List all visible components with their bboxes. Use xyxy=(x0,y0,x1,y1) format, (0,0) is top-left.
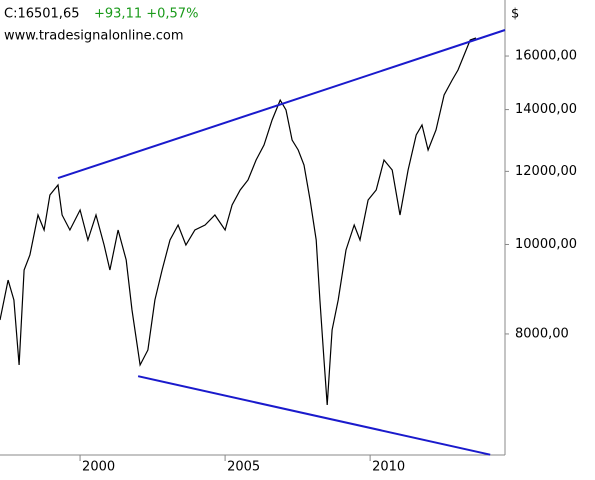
change: +93,11 +0,57% xyxy=(94,7,198,22)
y-tick-label: 10000,00 xyxy=(515,237,577,252)
series-line xyxy=(0,37,477,406)
source: www.tradesignalonline.com xyxy=(4,29,184,44)
series-line xyxy=(57,29,506,180)
series-line xyxy=(137,375,491,456)
y-tick-label: 12000,00 xyxy=(515,164,577,179)
y-tick-label: 16000,00 xyxy=(515,49,577,64)
x-tick-label: 2000 xyxy=(82,460,115,475)
y-tick-label: 14000,00 xyxy=(515,102,577,117)
chart-title: C:16501,65 xyxy=(4,7,80,22)
x-tick-label: 2005 xyxy=(227,460,260,475)
x-tick-label: 2010 xyxy=(372,460,405,475)
y-tick-label: 8000,00 xyxy=(515,326,569,341)
unit: $ xyxy=(511,7,519,22)
